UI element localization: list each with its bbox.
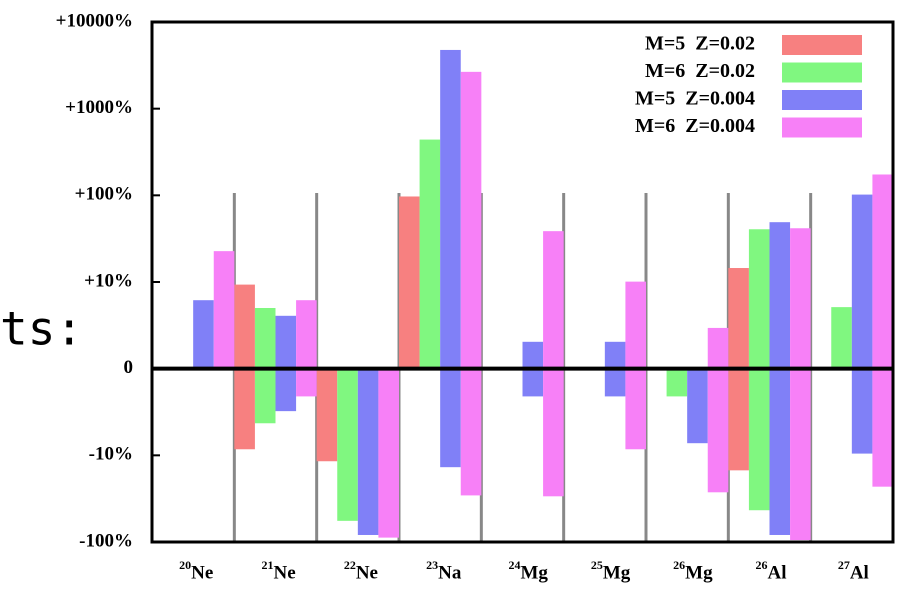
bar bbox=[707, 327, 729, 493]
mass-number: 22 bbox=[344, 558, 356, 572]
legend-label: M=5 Z=0.004 bbox=[635, 88, 755, 110]
legend-swatch bbox=[782, 35, 862, 55]
bar bbox=[337, 368, 358, 521]
x-tick-label: Ne bbox=[191, 562, 213, 583]
bar bbox=[831, 307, 852, 369]
bar bbox=[625, 281, 646, 450]
legend-swatch bbox=[782, 90, 862, 110]
bar bbox=[213, 251, 235, 369]
y-tick-label: +100% bbox=[75, 184, 133, 205]
mass-number: 27 bbox=[838, 558, 850, 572]
legend-label: M=6 Z=0.02 bbox=[645, 60, 755, 82]
bar bbox=[399, 196, 420, 369]
legend-label: M=5 Z=0.02 bbox=[645, 33, 755, 55]
mass-number: 24 bbox=[509, 558, 521, 572]
x-tick-label: Mg bbox=[521, 562, 549, 583]
x-tick-label: Ne bbox=[356, 562, 378, 583]
y-tick-label: -100% bbox=[79, 530, 133, 551]
x-tick-label: Na bbox=[438, 562, 462, 583]
bar bbox=[378, 368, 399, 538]
bar bbox=[296, 300, 317, 397]
legend-label: M=6 Z=0.004 bbox=[635, 115, 755, 137]
bar bbox=[419, 139, 441, 369]
mass-number: 23 bbox=[426, 558, 438, 572]
y-tick-label: -10% bbox=[89, 444, 133, 465]
y-tick-label: +1000% bbox=[65, 97, 133, 118]
bar bbox=[193, 300, 214, 369]
y-tick-label: 0 bbox=[124, 357, 134, 378]
y-tick-label: +10000% bbox=[56, 10, 133, 31]
bar bbox=[275, 315, 297, 412]
x-tick-label: Al bbox=[768, 562, 787, 583]
bar bbox=[254, 308, 276, 424]
bar bbox=[851, 194, 873, 454]
legend-swatch bbox=[782, 62, 862, 83]
x-tick-label: Ne bbox=[274, 562, 296, 583]
bar bbox=[543, 231, 564, 497]
bar bbox=[357, 368, 379, 535]
mass-number: 21 bbox=[262, 558, 274, 572]
overlay-text: ts: bbox=[0, 302, 83, 356]
bar bbox=[790, 228, 811, 541]
mass-number: 20 bbox=[179, 558, 191, 572]
x-tick-label: Mg bbox=[685, 562, 713, 583]
bar bbox=[872, 174, 893, 487]
bar bbox=[666, 368, 688, 397]
bar bbox=[460, 71, 482, 496]
bar bbox=[316, 368, 338, 462]
legend-swatch bbox=[782, 117, 862, 138]
x-tick-label: Al bbox=[850, 562, 869, 583]
y-tick-label: +10% bbox=[84, 270, 133, 291]
x-tick-label: Mg bbox=[603, 562, 631, 583]
bar bbox=[769, 222, 791, 535]
mass-number: 25 bbox=[591, 558, 603, 572]
mass-number: 26 bbox=[673, 558, 685, 572]
mass-number: 26 bbox=[756, 558, 768, 572]
bar bbox=[687, 368, 708, 444]
plot-frame bbox=[150, 20, 895, 544]
bar bbox=[440, 49, 461, 468]
